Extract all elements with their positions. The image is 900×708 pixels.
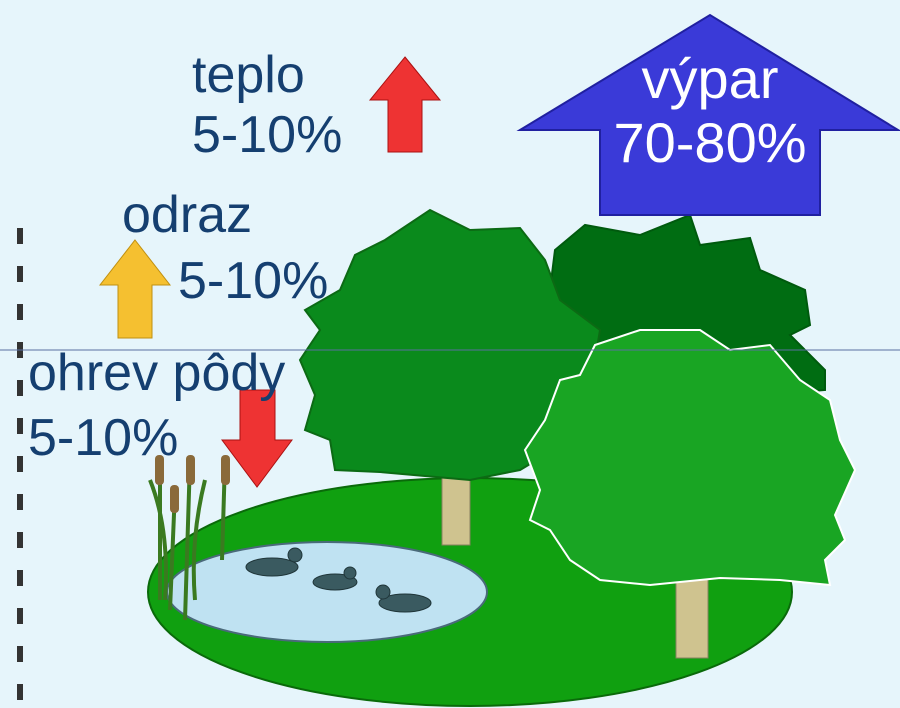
illustration: teplo 5-10% odraz 5-10% ohrev pôdy 5-10%… bbox=[0, 0, 900, 708]
label-value: 70-80% bbox=[613, 111, 806, 174]
label-value: 5-10% bbox=[28, 409, 178, 467]
pond bbox=[167, 542, 487, 642]
label-name: výpar bbox=[642, 47, 779, 110]
label-value: 5-10% bbox=[178, 252, 328, 310]
label-name: odraz bbox=[122, 186, 252, 244]
tree-trunk bbox=[442, 470, 470, 545]
label-value: 5-10% bbox=[192, 106, 342, 164]
label-name: teplo bbox=[192, 46, 305, 104]
page: {"labels": [ {"name": "teplo", "value": … bbox=[0, 0, 900, 708]
label-name: ohrev pôdy bbox=[28, 344, 285, 402]
tree-trunk bbox=[676, 578, 708, 658]
